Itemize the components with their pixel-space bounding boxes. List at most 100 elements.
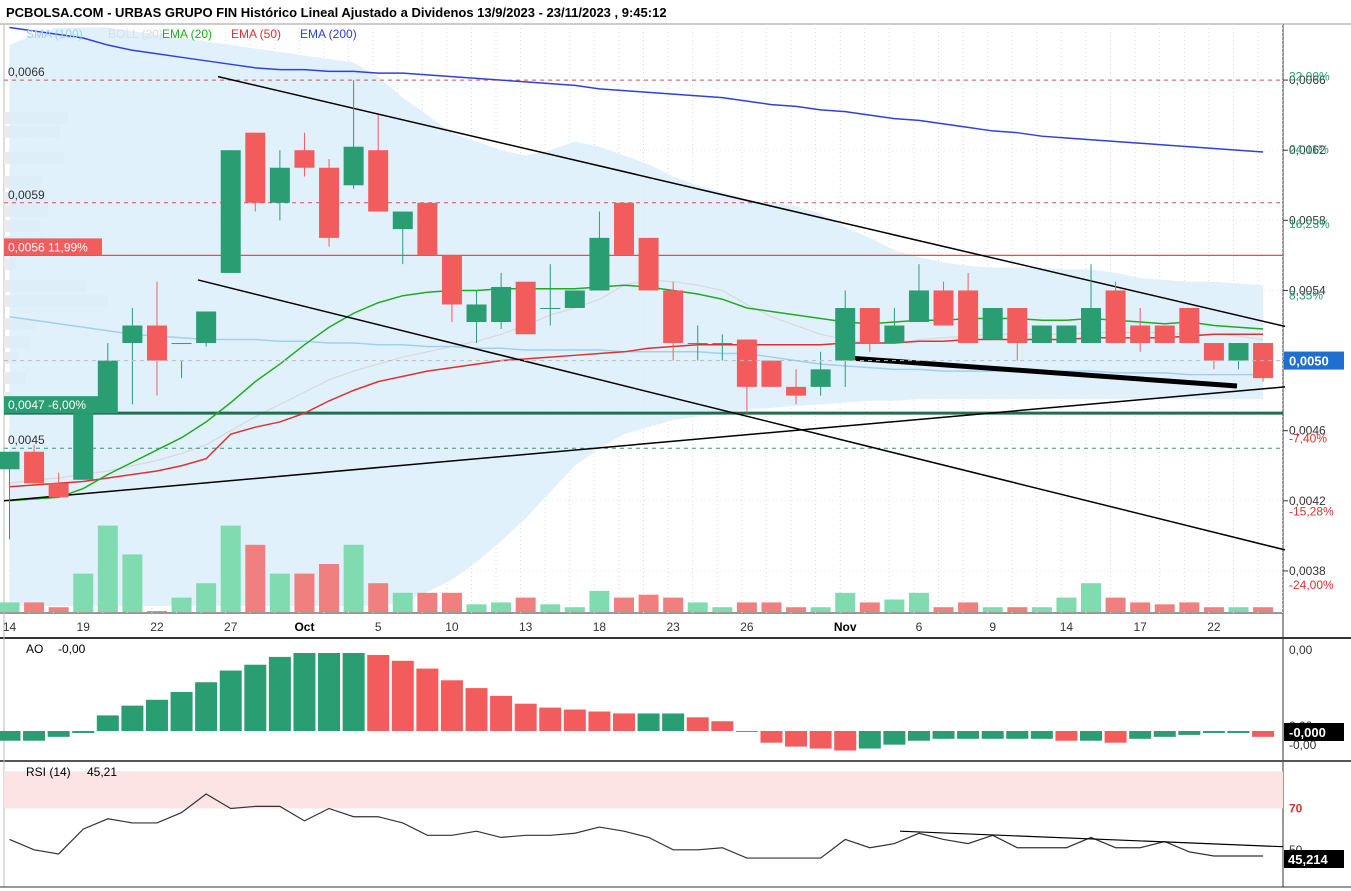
legend-ema200: EMA (200) xyxy=(300,27,357,41)
legend-boll20: BOLL (20) xyxy=(108,27,163,41)
candle-body xyxy=(638,237,659,291)
volume-bar xyxy=(1081,583,1102,612)
volume-bar xyxy=(466,604,487,612)
ao-bar xyxy=(1006,731,1029,739)
volume-bar xyxy=(712,607,733,612)
ao-bar xyxy=(957,731,980,739)
candle-body xyxy=(1031,325,1052,344)
volume-bar xyxy=(958,602,979,612)
volume-bar xyxy=(491,602,512,612)
candle-body xyxy=(97,360,118,414)
volume-bar xyxy=(736,602,757,612)
volume-bar xyxy=(515,597,536,612)
percent-label: -7,40% xyxy=(1289,432,1327,446)
candle-body xyxy=(663,290,684,344)
volume-bar xyxy=(1228,607,1249,612)
ao-bar xyxy=(490,695,513,731)
price-level-label: 0,0066 xyxy=(8,65,45,79)
ao-bar xyxy=(145,699,168,731)
ao-bar xyxy=(72,731,95,733)
volume-bar xyxy=(245,544,266,612)
ao-panel: 0,000,00-0,00-0,000 xyxy=(0,643,1344,752)
rsi-value: 45,21 xyxy=(87,765,117,779)
trendline-upper xyxy=(217,75,1286,328)
ao-bar xyxy=(318,653,341,731)
volume-bar xyxy=(540,604,561,612)
ao-bar xyxy=(588,711,611,731)
candle-body xyxy=(712,343,733,345)
volume-bar xyxy=(614,597,634,612)
candle-body xyxy=(958,290,979,344)
candle-body xyxy=(589,237,610,291)
date-label: 5 xyxy=(375,620,382,634)
candle-body xyxy=(687,343,708,345)
ao-bar xyxy=(613,713,635,731)
ao-bar xyxy=(121,705,144,731)
ao-bar xyxy=(1153,731,1176,737)
price-tick-label: 0,0046 xyxy=(1289,424,1326,438)
trendline-support xyxy=(3,386,1286,502)
candle-body xyxy=(1179,307,1200,344)
volume-bar xyxy=(1007,607,1028,612)
ao-bar xyxy=(514,703,537,731)
volume-bar xyxy=(761,602,782,612)
ao-bar xyxy=(760,731,783,743)
candle-body xyxy=(0,451,20,470)
ao-bar xyxy=(96,715,119,731)
candle-body xyxy=(417,202,438,256)
candle-body xyxy=(392,211,413,230)
volume-bar xyxy=(638,594,659,612)
rsi-current-badge xyxy=(1284,850,1344,868)
rsi-label: RSI (14) xyxy=(26,765,71,779)
volume-bar xyxy=(368,583,389,612)
candle-body xyxy=(761,360,782,387)
ao-bar xyxy=(981,731,1004,739)
ao-bar xyxy=(1080,731,1103,741)
price-level-label: 0,0045 xyxy=(8,433,45,447)
date-label: Oct xyxy=(294,620,314,634)
volume-bar xyxy=(1154,604,1175,612)
candle-body xyxy=(1081,307,1102,344)
price-tick-label: 0,0054 xyxy=(1289,283,1326,297)
ema20-line xyxy=(9,284,1264,502)
rsi-tick-label: 70 xyxy=(1289,801,1303,815)
candle-body xyxy=(884,325,905,344)
candle-body xyxy=(540,307,561,309)
volume-bars xyxy=(0,525,1274,612)
volume-bar xyxy=(1105,597,1126,612)
ao-bar xyxy=(809,731,832,749)
candle-body xyxy=(245,132,266,203)
ao-bar xyxy=(170,692,193,731)
date-axis: 14 19 22 27 Oct 5 10 13 18 23 26 Nov 6 9 14 17 22 xyxy=(3,620,1221,634)
volume-bar xyxy=(122,554,143,612)
candle-body xyxy=(343,146,364,186)
candle-body xyxy=(319,167,340,238)
ao-current-badge xyxy=(1284,723,1344,741)
trend-lines xyxy=(3,75,1286,551)
price-level-label: 0,0059 xyxy=(8,188,45,202)
percent-label: 24,11% xyxy=(1289,142,1329,156)
ao-bar xyxy=(1129,731,1152,739)
date-label: 9 xyxy=(989,620,996,634)
percent-label: 8,35% xyxy=(1289,289,1323,303)
candle-body xyxy=(1154,325,1175,344)
ao-bar xyxy=(907,731,930,741)
chart-title: PCBOLSA.COM - URBAS GRUPO FIN Histórico … xyxy=(6,5,667,20)
date-label: 23 xyxy=(666,620,680,634)
candle-body xyxy=(146,325,167,361)
ao-bar xyxy=(268,656,291,731)
ao-bar xyxy=(1030,731,1053,739)
ao-bar xyxy=(785,731,808,747)
volume-bar xyxy=(810,607,831,612)
volume-bar xyxy=(48,607,69,612)
ao-bar xyxy=(858,731,881,749)
ao-value: -0,00 xyxy=(58,642,86,656)
volume-bar xyxy=(319,564,340,612)
ao-bar xyxy=(539,707,562,731)
ao-bar xyxy=(932,731,955,739)
candle-body xyxy=(466,304,487,323)
ao-bar xyxy=(244,664,267,731)
candle-body xyxy=(269,167,290,203)
legend-ema50: EMA (50) xyxy=(231,27,281,41)
price-level-badge xyxy=(4,396,104,414)
